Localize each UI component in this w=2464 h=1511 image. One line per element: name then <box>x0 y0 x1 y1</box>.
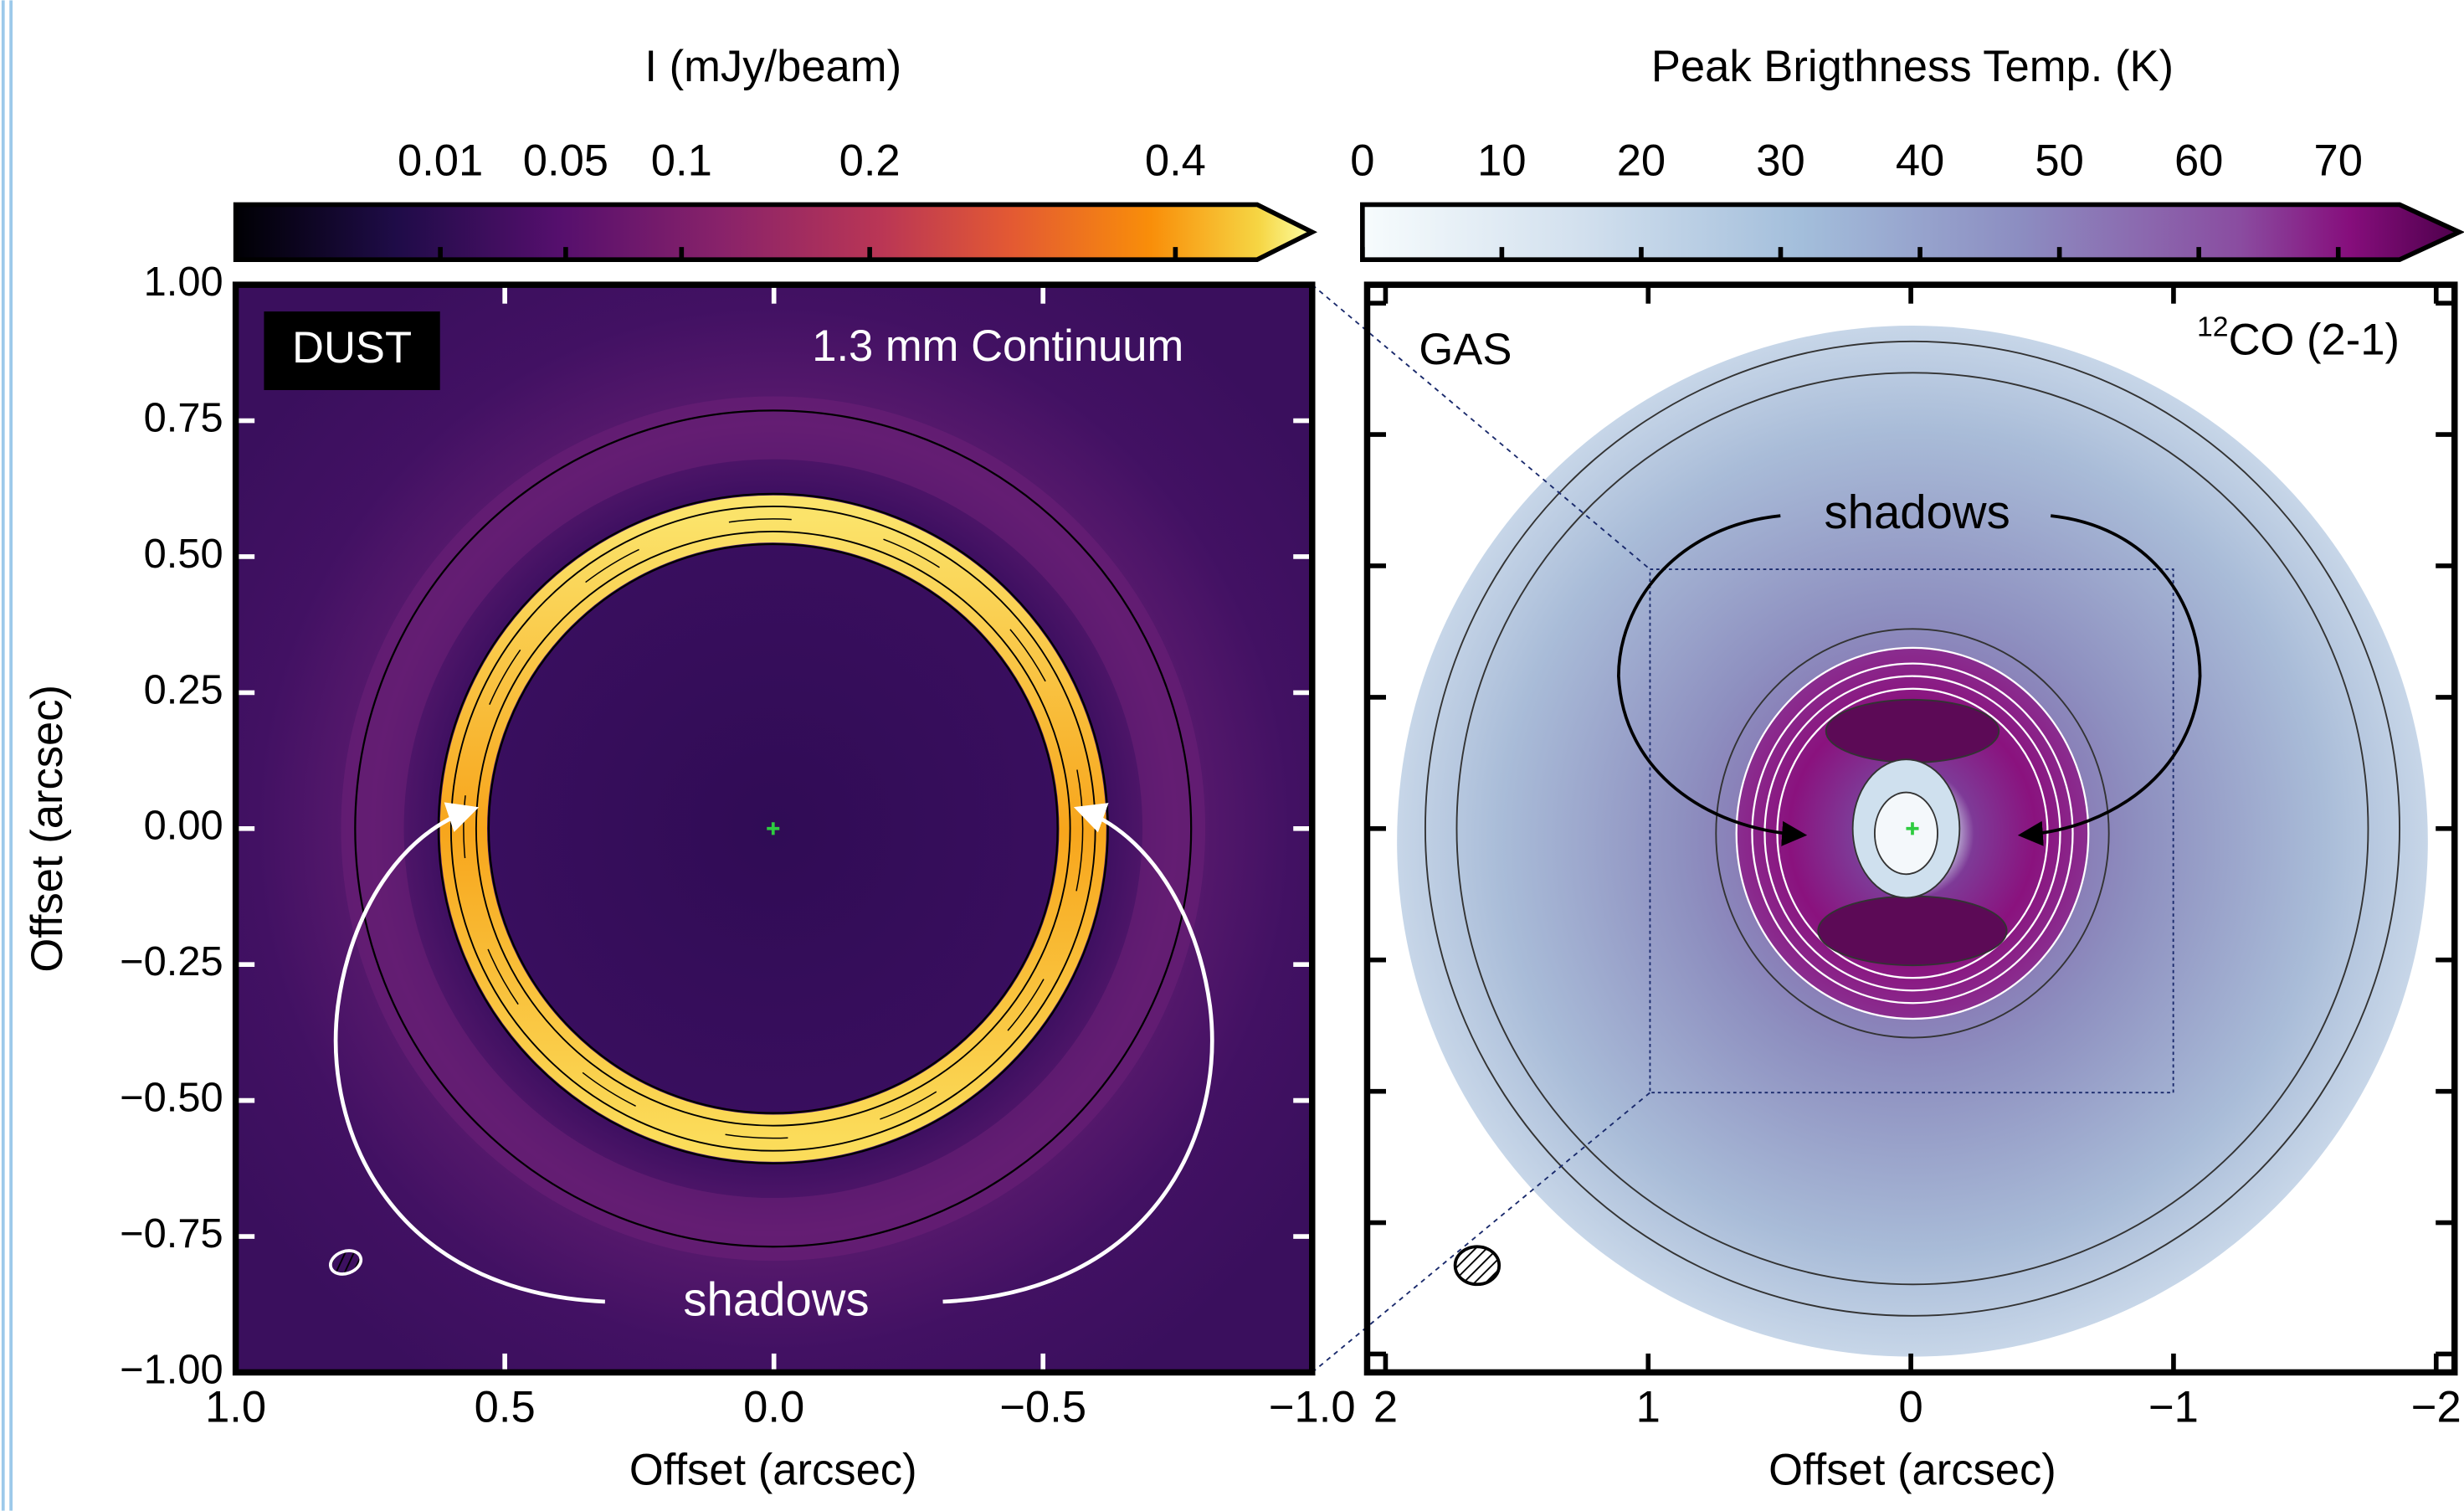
y-tick-label: −1.00 <box>120 1347 223 1392</box>
figure: DUST 1.3 mm Continuum shadows GAS 12CO (… <box>0 0 2464 1511</box>
y-axis-label: Offset (arcsec) <box>23 685 72 973</box>
x-tick-label: 0.0 <box>743 1382 804 1431</box>
colorbar-label: Peak Brigthness Temp. (K) <box>1651 42 2174 91</box>
colorbar-tick-label: 70 <box>2314 136 2363 185</box>
y-tick-label: −0.50 <box>120 1076 223 1121</box>
annotation: 1.3 mm Continuum <box>812 321 1183 371</box>
x-tick-label: 2 <box>1373 1382 1398 1431</box>
x-tick-label: −2 <box>2411 1382 2461 1431</box>
y-tick-label: −0.25 <box>120 939 223 984</box>
colorbar-label: I (mJy/beam) <box>644 42 901 91</box>
x-tick-label: 1 <box>1636 1382 1661 1431</box>
x-tick-label: −0.5 <box>999 1382 1086 1431</box>
colorbar <box>236 204 1312 260</box>
y-tick-label: 0.25 <box>144 667 223 712</box>
x-axis-label: Offset (arcsec) <box>629 1445 917 1494</box>
y-tick-label: 1.00 <box>144 260 223 305</box>
x-tick-label: 0.5 <box>475 1382 536 1431</box>
colorbar-tick-label: 0.05 <box>523 136 608 185</box>
panel-label: DUST <box>292 323 412 373</box>
colorbar-tick-label: 0.4 <box>1145 136 1206 185</box>
annotation-superscript: 12 <box>2197 311 2229 343</box>
colorbar-tick-label: 20 <box>1617 136 1666 185</box>
colorbar-tick-label: 0.1 <box>651 136 712 185</box>
gas-image <box>1367 285 2454 1372</box>
colorbar-tick-label: 40 <box>1896 136 1944 185</box>
colorbar-tick-label: 0.2 <box>839 136 901 185</box>
annotation-text: CO (2-1) <box>2229 316 2400 365</box>
y-tick-label: −0.75 <box>120 1211 223 1257</box>
dust-image <box>236 285 1312 1372</box>
y-tick-label: 0.00 <box>144 804 223 849</box>
y-tick-label: 0.75 <box>144 395 223 440</box>
colorbar-tick-label: 30 <box>1756 136 1804 185</box>
colorbar-tick-label: 0.01 <box>398 136 483 185</box>
colorbar-tick-label: 50 <box>2035 136 2083 185</box>
x-tick-label: −1 <box>2148 1382 2199 1431</box>
panel-label: GAS <box>1419 325 1512 374</box>
colorbar-tick-label: 10 <box>1477 136 1526 185</box>
colorbar <box>1363 204 2460 260</box>
y-tick-label: 0.50 <box>144 532 223 577</box>
colorbar-tick-label: 0 <box>1350 136 1374 185</box>
x-tick-label: 0 <box>1898 1382 1922 1431</box>
shadow-label: shadows <box>683 1273 869 1326</box>
x-tick-label: −1.0 <box>1269 1382 1356 1431</box>
x-axis-label: Offset (arcsec) <box>1768 1445 2056 1494</box>
colorbar-tick-label: 60 <box>2174 136 2223 185</box>
shadow-label: shadows <box>1824 486 2010 538</box>
